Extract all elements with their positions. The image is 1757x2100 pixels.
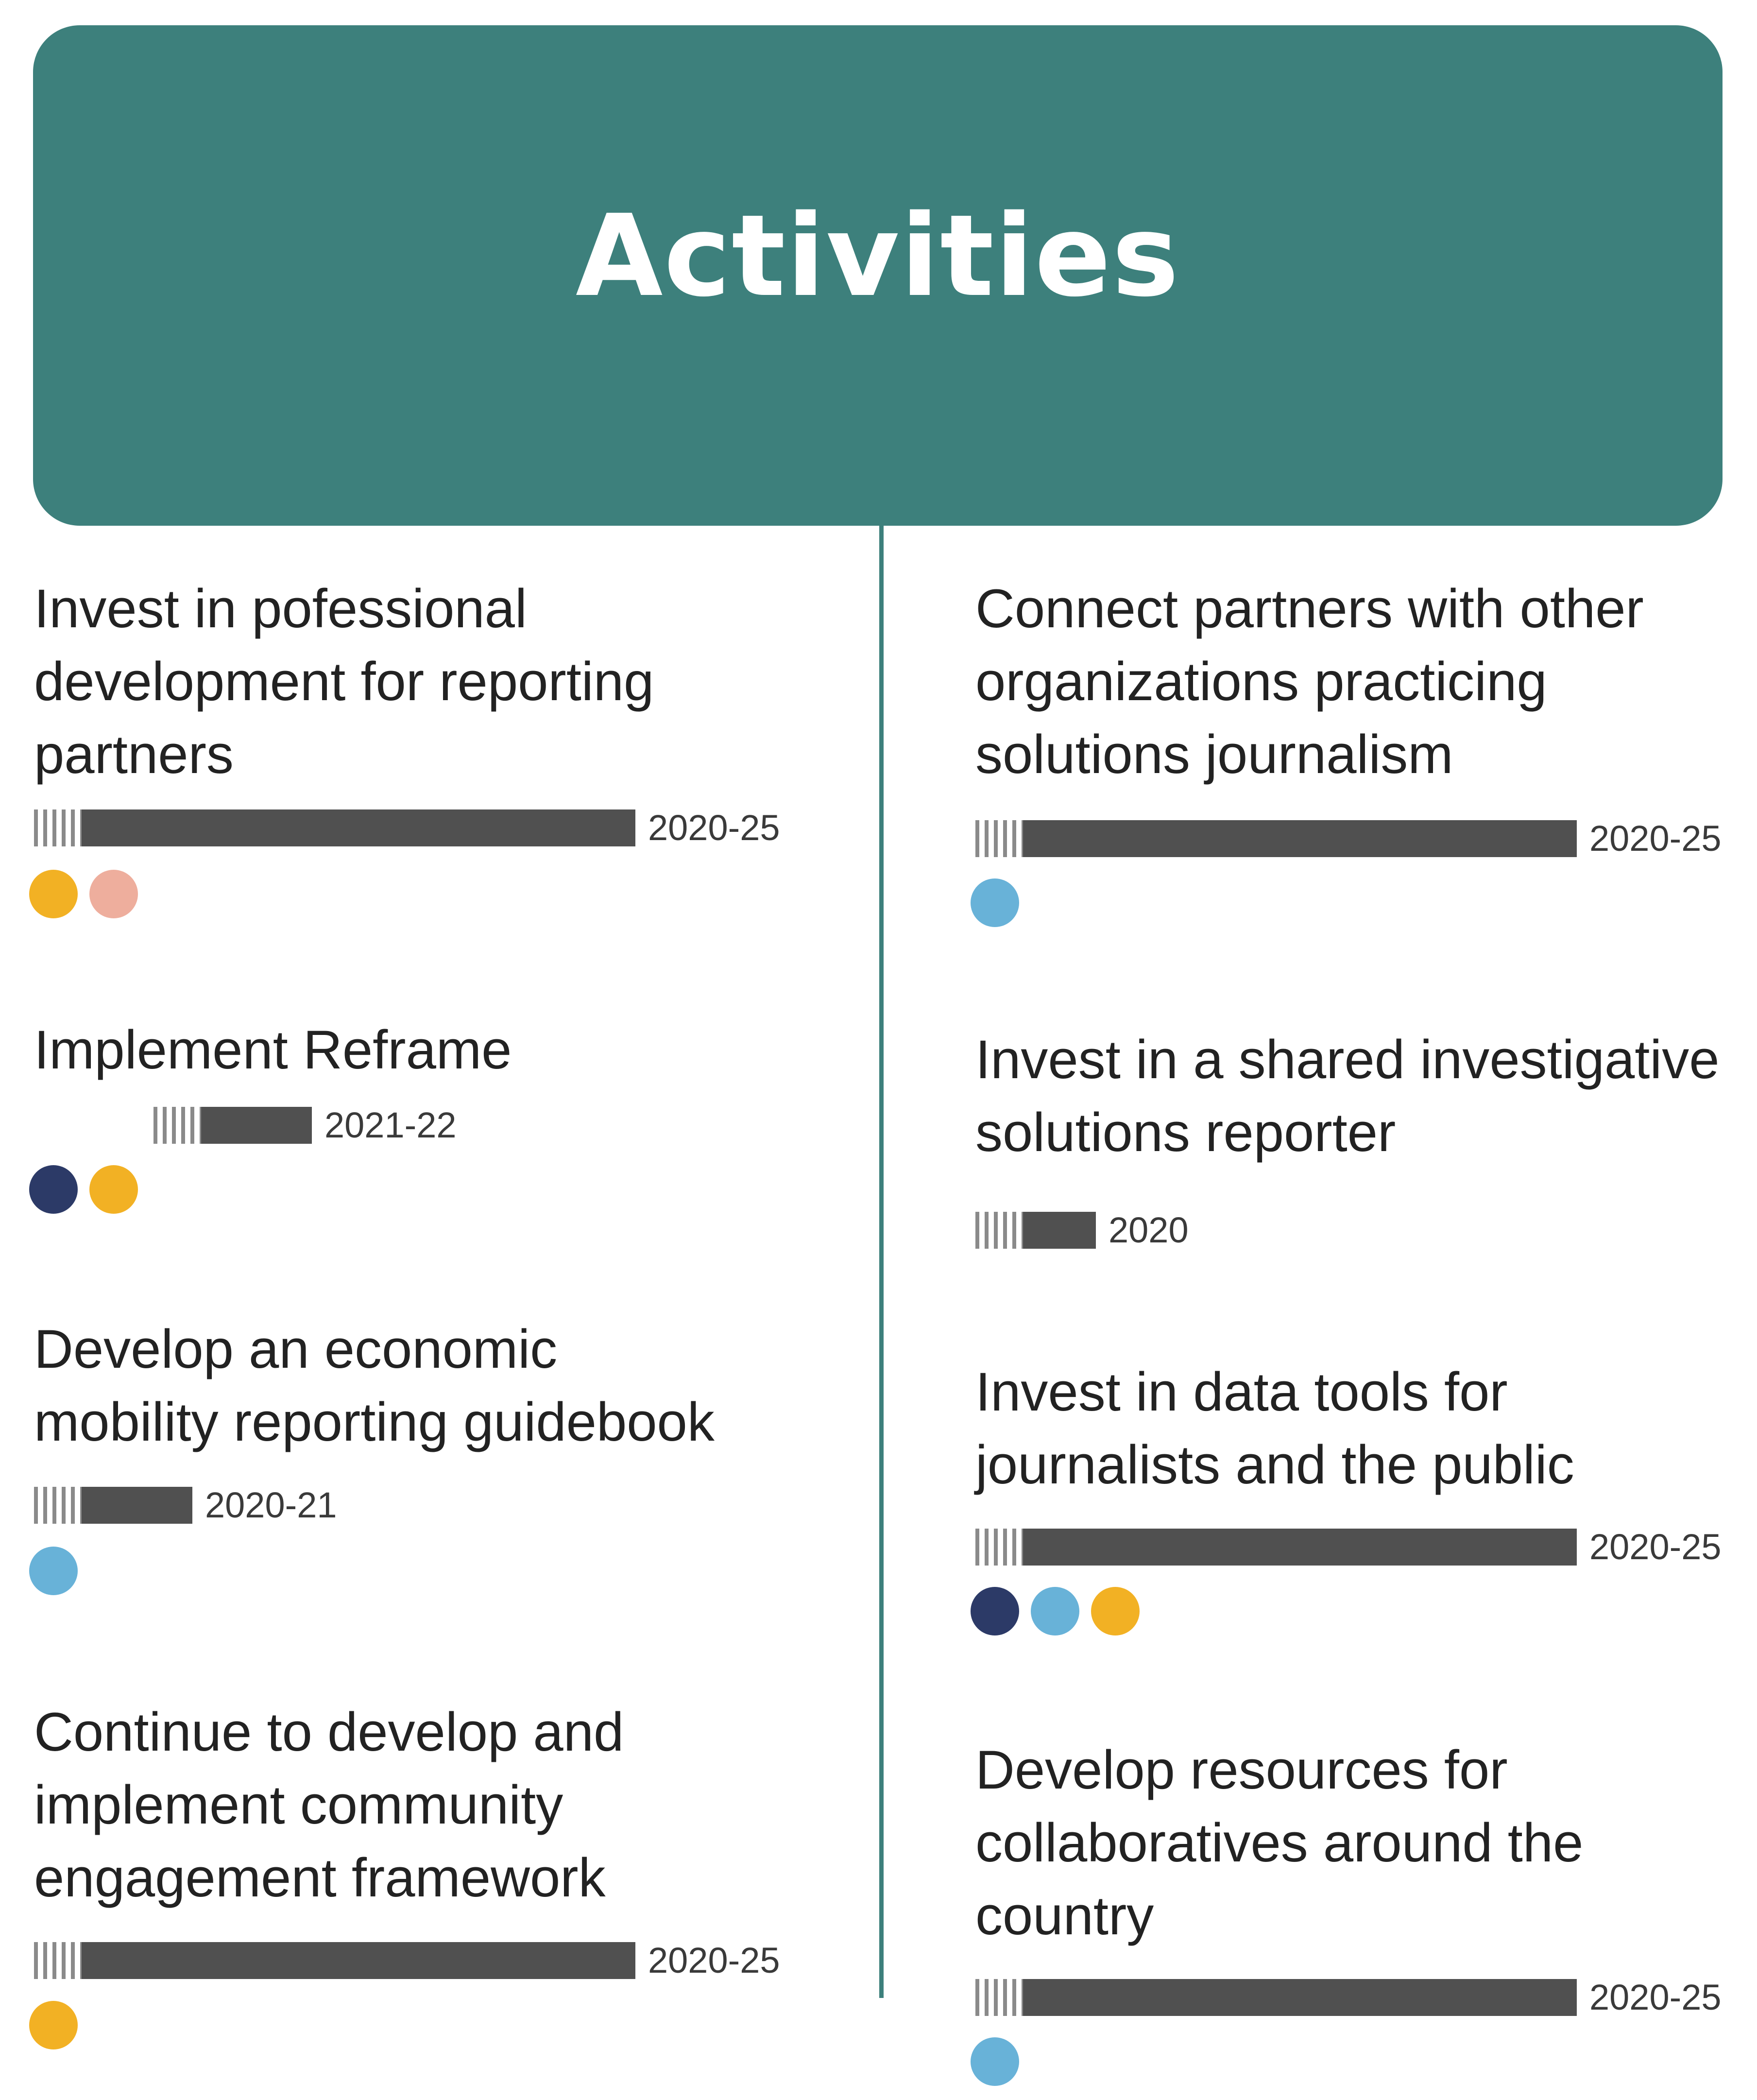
category-dot-navy <box>29 1165 78 1214</box>
activity-title: Continue to develop and implement communi… <box>34 1696 624 1914</box>
category-dots <box>971 878 1019 927</box>
timeline-years: 2020-25 <box>648 1940 780 1980</box>
activity-title-line: Invest in pofessional <box>34 578 527 639</box>
activity-title-line: mobility reporting guidebook <box>34 1392 715 1452</box>
timeline-bar-lead <box>975 1529 1024 1566</box>
category-dot-gold <box>1091 1587 1140 1635</box>
activity-title-line: journalists and the public <box>975 1434 1574 1495</box>
activity-title-line: Continue to develop and <box>34 1702 624 1762</box>
activity-title: Invest in a shared investigative solution… <box>975 1023 1720 1169</box>
timeline-years: 2020 <box>1109 1210 1189 1250</box>
column-divider <box>879 526 884 1998</box>
timeline-bar-fill <box>1023 1979 1577 2016</box>
timeline-bar-lead <box>34 1942 83 1979</box>
header-title: Activities <box>575 190 1180 322</box>
activity-title-line: collaboratives around the <box>975 1812 1584 1873</box>
category-dots <box>971 1587 1140 1635</box>
category-dots <box>29 870 138 918</box>
timeline-years: 2020-25 <box>648 808 780 848</box>
category-dots <box>29 1165 138 1214</box>
activities-header: Activities <box>33 25 1723 526</box>
timeline-bar-lead <box>154 1107 202 1144</box>
timeline-years: 2020-25 <box>1589 1977 1722 2017</box>
timeline-years: 2020-25 <box>1589 818 1722 859</box>
category-dot-gold <box>29 2001 78 2049</box>
timeline-bar-lead <box>34 1487 83 1524</box>
timeline-bar-fill <box>201 1107 312 1144</box>
activity-title: Connect partners with other organizations… <box>975 572 1644 791</box>
activity-title: Invest in pofessional development for rep… <box>34 572 654 791</box>
timeline-bar-fill <box>82 1487 192 1524</box>
timeline-bar-fill <box>1023 1212 1096 1249</box>
activity-title-line: Invest in a shared investigative <box>975 1029 1720 1090</box>
category-dot-sky <box>29 1547 78 1595</box>
timeline-bar-lead <box>34 809 83 846</box>
category-dot-sky <box>971 2037 1019 2086</box>
activity-title-line: partners <box>34 724 234 785</box>
timeline-bar-fill <box>1023 1529 1577 1566</box>
timeline-years: 2020-25 <box>1589 1527 1722 1567</box>
activity-title-line: solutions reporter <box>975 1102 1396 1163</box>
timeline-bar-lead <box>975 1212 1024 1249</box>
activity-title-line: Implement Reframe <box>34 1019 512 1080</box>
activity-title-line: Invest in data tools for <box>975 1361 1508 1422</box>
category-dot-sky <box>1031 1587 1079 1635</box>
timeline-bar-fill <box>82 809 635 846</box>
activity-title: Implement Reframe <box>34 1014 512 1086</box>
category-dot-gold <box>29 870 78 918</box>
activity-title-line: Connect partners with other <box>975 578 1644 639</box>
category-dots <box>29 1547 78 1595</box>
activity-title-line: solutions journalism <box>975 724 1453 785</box>
timeline-bar-fill <box>82 1942 635 1979</box>
category-dot-navy <box>971 1587 1019 1635</box>
activity-title-line: Develop resources for <box>975 1739 1508 1800</box>
activity-title-line: country <box>975 1885 1154 1946</box>
timeline-years: 2020-21 <box>205 1485 337 1525</box>
activity-title-line: engagement framework <box>34 1847 606 1908</box>
activity-title: Develop an economic mobility reporting gu… <box>34 1313 715 1459</box>
timeline-bar-lead <box>975 1979 1024 2016</box>
category-dot-sky <box>971 878 1019 927</box>
timeline-years: 2021-22 <box>324 1105 457 1145</box>
timeline-bar-fill <box>1023 820 1577 857</box>
activity-title-line: organizations practicing <box>975 651 1547 712</box>
activity-title-line: development for reporting <box>34 651 654 712</box>
activity-title: Invest in data tools for journalists and … <box>975 1356 1574 1501</box>
activity-title-line: implement community <box>34 1774 563 1835</box>
category-dot-salmon <box>89 870 138 918</box>
timeline-bar-lead <box>975 820 1024 857</box>
category-dots <box>29 2001 78 2049</box>
category-dot-gold <box>89 1165 138 1214</box>
activity-title-line: Develop an economic <box>34 1319 558 1379</box>
activity-title: Develop resources for collaboratives arou… <box>975 1734 1583 1952</box>
category-dots <box>971 2037 1019 2086</box>
